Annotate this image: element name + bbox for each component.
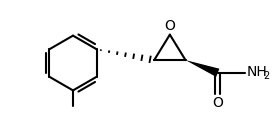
Text: O: O — [164, 19, 175, 33]
Text: 2: 2 — [263, 71, 269, 81]
Polygon shape — [185, 60, 219, 77]
Text: NH: NH — [246, 65, 267, 79]
Text: O: O — [212, 96, 223, 110]
